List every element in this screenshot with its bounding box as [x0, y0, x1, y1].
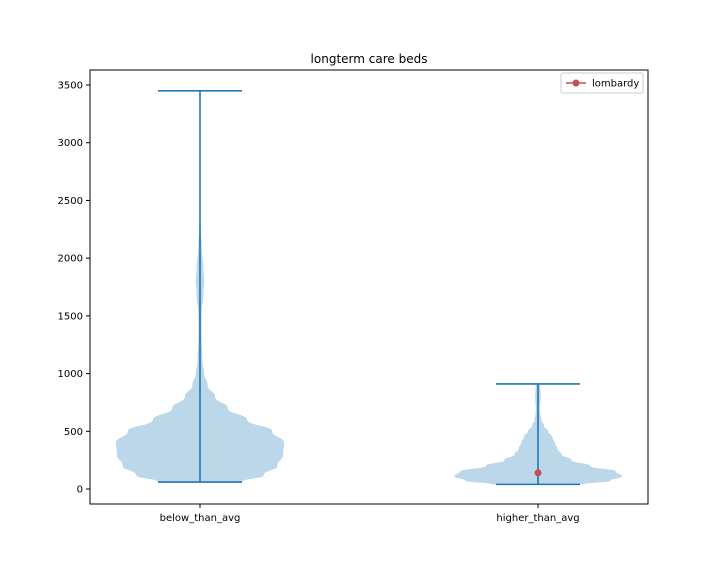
y-tick-label: 1000 [58, 369, 83, 380]
highlight-point-lombardy [534, 469, 542, 477]
x-tick-label: below_than_avg [160, 513, 241, 524]
y-axis: 0 500 1000 1500 2000 2500 3000 3500 [58, 81, 90, 495]
y-tick-label: 500 [64, 427, 83, 438]
y-tick-label: 2000 [58, 254, 83, 265]
y-tick-label: 3000 [58, 138, 83, 149]
plot-frame [89, 69, 649, 505]
legend-marker [572, 79, 580, 87]
legend: lombardy [560, 72, 644, 94]
y-tick-label: 1500 [58, 311, 83, 322]
y-tick-label: 0 [77, 484, 83, 495]
y-tick-label: 2500 [58, 196, 83, 207]
chart-title: longterm care beds [311, 52, 428, 66]
violins-group [116, 89, 622, 486]
x-axis: below_than_avg higher_than_avg [160, 504, 580, 524]
legend-box [560, 72, 644, 94]
legend-label: lombardy [592, 79, 639, 90]
x-tick-label: higher_than_avg [496, 513, 579, 524]
y-tick-label: 3500 [58, 81, 83, 92]
